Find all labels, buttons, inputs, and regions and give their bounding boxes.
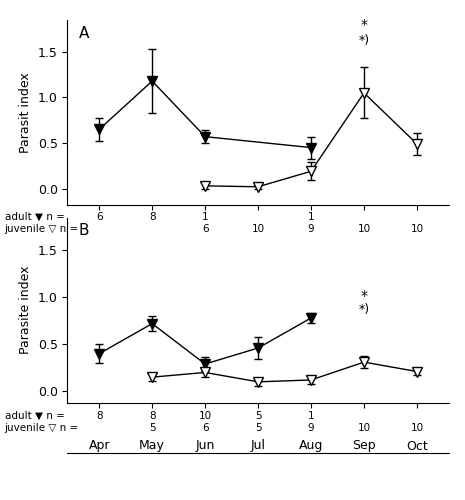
Y-axis label: Parasit index: Parasit index bbox=[19, 72, 32, 153]
Text: Apr: Apr bbox=[88, 440, 110, 452]
Text: adult ▼ n =: adult ▼ n = bbox=[5, 212, 68, 222]
Text: 6: 6 bbox=[96, 212, 102, 222]
Text: *: * bbox=[360, 289, 367, 303]
Text: 5: 5 bbox=[255, 411, 261, 421]
Text: 1: 1 bbox=[202, 212, 208, 222]
Text: adult ▼ n =: adult ▼ n = bbox=[5, 411, 68, 421]
Text: Oct: Oct bbox=[406, 440, 428, 452]
Text: 10: 10 bbox=[411, 224, 424, 234]
Text: 1: 1 bbox=[308, 411, 314, 421]
Text: 6: 6 bbox=[202, 224, 208, 234]
Text: *): *) bbox=[359, 303, 370, 316]
Text: 10: 10 bbox=[358, 224, 371, 234]
Y-axis label: Parasite index: Parasite index bbox=[19, 266, 32, 354]
Text: 10: 10 bbox=[411, 423, 424, 433]
Text: May: May bbox=[139, 440, 165, 452]
Text: Jun: Jun bbox=[195, 440, 215, 452]
Text: 10: 10 bbox=[358, 423, 371, 433]
Text: Jul: Jul bbox=[251, 440, 266, 452]
Text: 1: 1 bbox=[308, 212, 314, 222]
Text: 10: 10 bbox=[199, 411, 212, 421]
Text: 9: 9 bbox=[308, 423, 314, 433]
Text: *): *) bbox=[359, 34, 370, 48]
Text: 6: 6 bbox=[202, 423, 208, 433]
Text: 8: 8 bbox=[149, 411, 155, 421]
Text: 10: 10 bbox=[252, 224, 265, 234]
Text: A: A bbox=[79, 26, 89, 40]
Text: 8: 8 bbox=[96, 411, 102, 421]
Text: Aug: Aug bbox=[299, 440, 323, 452]
Text: Sep: Sep bbox=[352, 440, 376, 452]
Text: 8: 8 bbox=[149, 212, 155, 222]
Text: juvenile ▽ n =: juvenile ▽ n = bbox=[5, 224, 82, 234]
Text: juvenile ▽ n =: juvenile ▽ n = bbox=[5, 423, 82, 433]
Text: 5: 5 bbox=[255, 423, 261, 433]
Text: 5: 5 bbox=[149, 423, 155, 433]
Text: *: * bbox=[360, 18, 367, 32]
Text: 9: 9 bbox=[308, 224, 314, 234]
Text: B: B bbox=[79, 223, 89, 238]
